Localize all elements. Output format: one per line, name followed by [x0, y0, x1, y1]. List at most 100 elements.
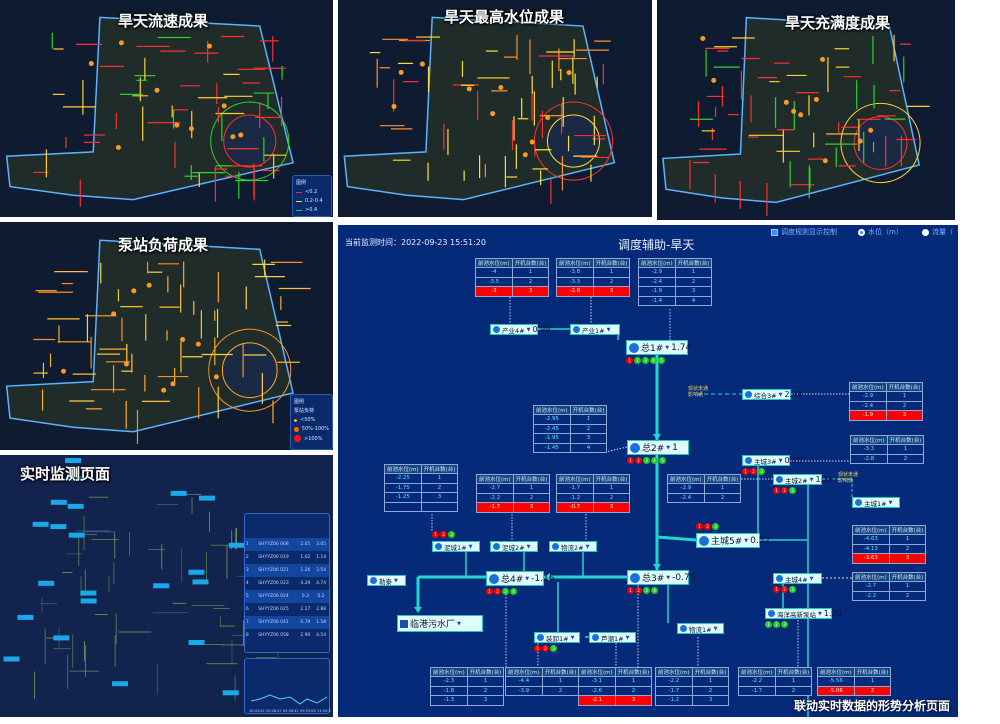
pump-station-node[interactable]: 物流1# ▼: [677, 623, 724, 634]
pump-station-node[interactable]: 泥城1# ▼: [432, 541, 480, 552]
pump-station-icon: [493, 543, 500, 550]
dropdown-icon[interactable]: ▼: [625, 634, 630, 641]
pump-station-icon: [680, 625, 687, 632]
max-level-map[interactable]: 旱天最高水位成果: [338, 0, 652, 217]
cell-no: 5: [245, 594, 249, 599]
pump-station-node[interactable]: 总3# ▼ -0.76: [627, 570, 695, 585]
pumps-cell: 3: [691, 695, 730, 706]
pump-station-node[interactable]: 总2# ▼ 1: [627, 440, 689, 455]
pump-off-indicator: 1: [627, 587, 634, 594]
table-row: -1.75 2: [384, 482, 459, 493]
map-canvas[interactable]: [657, 0, 955, 220]
pump-station-node[interactable]: 主城1# ▼: [852, 497, 900, 508]
level-cell: -1.7: [476, 502, 514, 513]
monitor-time: 当前监测时间：2022-09-23 15:51:20: [345, 238, 486, 247]
pump-station-node[interactable]: 主城3# ▼ 0.15: [742, 455, 802, 466]
dropdown-icon[interactable]: ▼: [818, 610, 822, 617]
dropdown-icon[interactable]: ▼: [744, 537, 749, 544]
sensor-label: [188, 639, 205, 645]
pump-station-icon: [630, 442, 640, 453]
pump-load-map[interactable]: 泵站负荷成果 图例 泵站负荷 <50% 50%-100% >100%: [0, 222, 333, 450]
table-row: [384, 501, 459, 512]
dropdown-icon[interactable]: ▼: [778, 391, 783, 398]
pump-station-marker: [111, 311, 117, 317]
table-row[interactable]: 5 SHYYZ06 024 0.3 0.2: [245, 590, 329, 603]
table-row[interactable]: 1 SHYYZ06 008 2.05 3.05: [245, 538, 329, 551]
station-name: 海洋高新泵站: [777, 610, 816, 619]
pump-station-icon: [855, 499, 862, 506]
dropdown-icon[interactable]: ▼: [525, 575, 530, 582]
pump-station-node[interactable]: 主城4# ▼: [773, 573, 822, 584]
pump-station-node[interactable]: 综合3# ▼ 2.74: [742, 389, 802, 400]
radio-icon[interactable]: [858, 228, 865, 236]
dropdown-icon[interactable]: ▼: [468, 543, 473, 550]
table-row[interactable]: 8 SHYYZ06 058 2.90 4.54: [245, 629, 329, 642]
pump-station-node[interactable]: 勒泰 ▼: [367, 575, 406, 586]
checkbox-icon[interactable]: [771, 228, 778, 236]
dropdown-icon[interactable]: ▼: [394, 577, 398, 584]
dropdown-icon[interactable]: ▼: [665, 344, 670, 351]
col-header: 开机台数(台): [592, 474, 631, 484]
table-row: -3 3: [475, 286, 550, 297]
pump-station-node[interactable]: 总1# ▼ 1.74: [626, 340, 691, 355]
dropdown-icon[interactable]: ▼: [888, 499, 893, 506]
dropdown-icon[interactable]: ▼: [606, 326, 611, 333]
table-row[interactable]: 6 SHYYZ06 025 2.17 2.88: [245, 603, 329, 616]
pump-station-icon: [768, 610, 775, 617]
dropdown-icon[interactable]: ▼: [570, 634, 575, 641]
level-cell: -1.2: [655, 695, 693, 706]
pump-station-icon: [573, 326, 580, 333]
flow-result-map[interactable]: 旱天流速成果 图例 <0.2 0.2-0.4 >0.4: [0, 0, 333, 217]
pump-station-node[interactable]: 物流2# ▼: [549, 541, 597, 552]
dropdown-icon[interactable]: ▼: [809, 575, 814, 582]
table-row[interactable]: 7 SHYYZ06 041 0.79 1.58: [245, 616, 329, 629]
station-name: 主城1#: [864, 499, 887, 508]
cell-b: 0.2: [317, 594, 325, 599]
rule-display-toggle[interactable]: 调度规则显示控制: [771, 227, 837, 237]
pump-station-node[interactable]: 主城2# ▼ 1.26: [773, 474, 833, 485]
pump-station-node[interactable]: 芦潮1# ▼: [589, 632, 636, 643]
col-header: 前池水位(m): [667, 474, 705, 484]
dropdown-icon[interactable]: ▼: [713, 625, 718, 632]
pumps-cell: 2: [674, 276, 713, 287]
table-row[interactable]: 4 SHYYZ06 023 4.29 4.74: [245, 577, 329, 590]
level-cell: -1.4: [638, 295, 676, 306]
radio-water-level[interactable]: 水位（m）: [858, 227, 903, 237]
cell-a: 2.90: [300, 633, 311, 638]
pump-station-node[interactable]: 装卸1# ▼: [534, 632, 580, 643]
pump-station-node[interactable]: 主城5# ▼ 0.32: [696, 533, 770, 548]
treatment-plant-node[interactable]: 临港污水厂 ▼: [397, 615, 483, 632]
dropdown-icon[interactable]: ▼: [666, 574, 671, 581]
dropdown-icon[interactable]: ▼: [809, 476, 814, 483]
dropdown-icon[interactable]: ▼: [666, 444, 671, 451]
sensor-label: [153, 583, 170, 589]
radio-flow[interactable]: 流量（: [922, 227, 953, 237]
pump-station-node[interactable]: 产业1# ▼: [570, 324, 620, 335]
fullness-map[interactable]: 旱天充满度成果: [657, 0, 955, 220]
dropdown-icon[interactable]: ▼: [585, 543, 590, 550]
pump-station-node[interactable]: 产业4# ▼ 0.99: [490, 324, 550, 335]
dropdown-icon[interactable]: ▼: [457, 620, 461, 627]
table-row[interactable]: 2 SHYYZ06 019 1.02 1.14: [245, 551, 329, 564]
pump-station-icon: [699, 535, 709, 546]
pumps-cell: 2: [541, 685, 580, 696]
map-canvas[interactable]: [338, 0, 652, 217]
realtime-monitor-map[interactable]: 实时监测页面 1 SHYYZ06 008 2.05 3.05 2 SHYYZ06 019 1…: [0, 455, 333, 717]
map-canvas[interactable]: [0, 222, 333, 450]
pump-off-indicator: 1: [534, 645, 541, 652]
col-header: 前池水位(m): [430, 667, 468, 677]
dropdown-icon[interactable]: ▼: [778, 457, 783, 464]
radio-icon[interactable]: [922, 228, 929, 236]
map-canvas[interactable]: [0, 0, 333, 217]
pump-station-node[interactable]: 海洋高新泵站 ▼ 1.29: [765, 608, 842, 619]
level-cell: -2.25: [384, 473, 422, 484]
pump-station-node[interactable]: 泥城2# ▼: [490, 541, 538, 552]
pump-station-marker: [522, 152, 528, 158]
pump-station-node[interactable]: 总4# ▼ -1.16: [486, 571, 554, 586]
dropdown-icon[interactable]: ▼: [526, 326, 531, 333]
dropdown-icon[interactable]: ▼: [526, 543, 531, 550]
table-row: -2.4 2: [638, 276, 713, 287]
col-header: 前池水位(m): [817, 667, 855, 677]
pump-off-indicator: 2: [750, 468, 757, 475]
table-row[interactable]: 3 SHYYZ06 021 1.26 3.54: [245, 564, 329, 577]
